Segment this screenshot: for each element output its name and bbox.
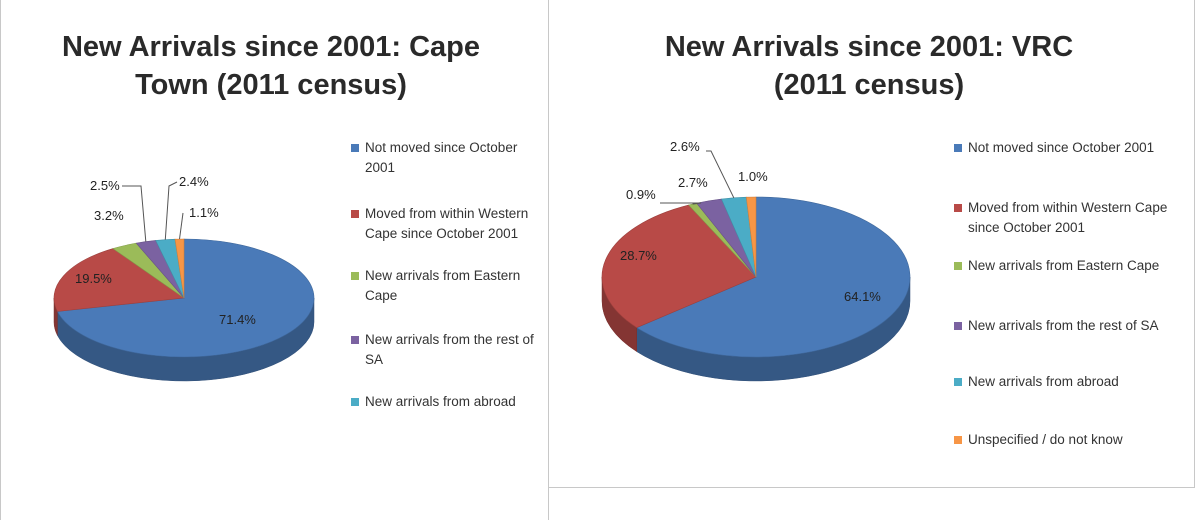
data-label: 1.0% [738,169,768,184]
pie-slice-not-moved-since-october-2001 [636,196,911,358]
pie-slice-unspecified-do-not-know [745,196,757,278]
legend-label: New arrivals from abroad [968,374,1119,389]
legend-swatch [954,204,962,212]
legend-label: Not moved since October 2001 [968,140,1155,155]
legend-swatch [954,436,962,444]
legend-label: Moved from within Western Cape since Oct… [968,200,1168,235]
legend-swatch [954,262,962,270]
data-label: 1.1% [189,205,219,220]
pie-top-layer [53,238,315,358]
pie-slice-moved-from-within-western-cape-since-october-2001 [53,248,185,312]
chart-panel-cape-town: New Arrivals since 2001: Cape Town (2011… [0,0,549,520]
chart-title: New Arrivals since 2001: Cape Town (2011… [61,31,481,101]
legend-swatch [954,322,962,330]
legend-swatch [351,210,359,218]
legend-swatch [351,272,359,280]
legend-label: New arrivals from the rest of SA [365,332,534,367]
legend-label: New arrivals from the rest of SA [968,318,1159,333]
legend-label: New arrivals from Eastern Cape [365,268,521,303]
leader-line [706,150,735,199]
chart-legend: Not moved since October 2001 Moved from w… [954,138,1184,458]
legend-label: Moved from within Western Cape since Oct… [365,206,529,241]
legend-label: New arrivals from Eastern Cape [968,258,1160,273]
legend-label: New arrivals from abroad [365,394,516,409]
legend-swatch [954,144,962,152]
chart-legend: Not moved since October 2001 Moved from w… [351,138,541,458]
data-label: 19.5% [75,271,112,286]
leader-line [122,185,147,242]
data-label: 3.2% [94,208,124,223]
pie-slice-unlabelled [174,238,185,299]
legend-label: Unspecified / do not know [968,432,1123,447]
data-label: 2.5% [90,178,120,193]
data-label: 2.6% [670,139,700,154]
leader-line [179,212,184,240]
data-label: 28.7% [620,248,657,263]
pie-top-layer [601,196,911,358]
data-label: 64.1% [844,289,881,304]
legend-swatch [351,336,359,344]
pie-chart-vrc: 64.1% 28.7% 0.9% 2.7% 2.6% 1.0% [601,139,911,382]
legend-swatch [351,398,359,406]
data-label: 71.4% [219,312,256,327]
chart-panel-vrc: New Arrivals since 2001: VRC (2011 censu… [549,0,1195,488]
data-label: 2.7% [678,175,708,190]
chart-title: New Arrivals since 2001: VRC (2011 censu… [664,31,1074,101]
pie-slice-moved-from-within-western-cape-since-october-2001 [601,204,757,328]
leader-line [660,202,702,205]
leader-line [164,181,178,240]
pie-slice-not-moved-since-october-2001 [56,238,315,358]
legend-swatch [351,144,359,152]
data-label: 0.9% [626,187,656,202]
data-label: 2.4% [179,174,209,189]
legend-label: Not moved since October 2001 [365,140,518,175]
legend-swatch [954,378,962,386]
pie-chart-cape-town: 71.4% 19.5% 3.2% 2.5% 2.4% 1.1% [53,174,315,382]
